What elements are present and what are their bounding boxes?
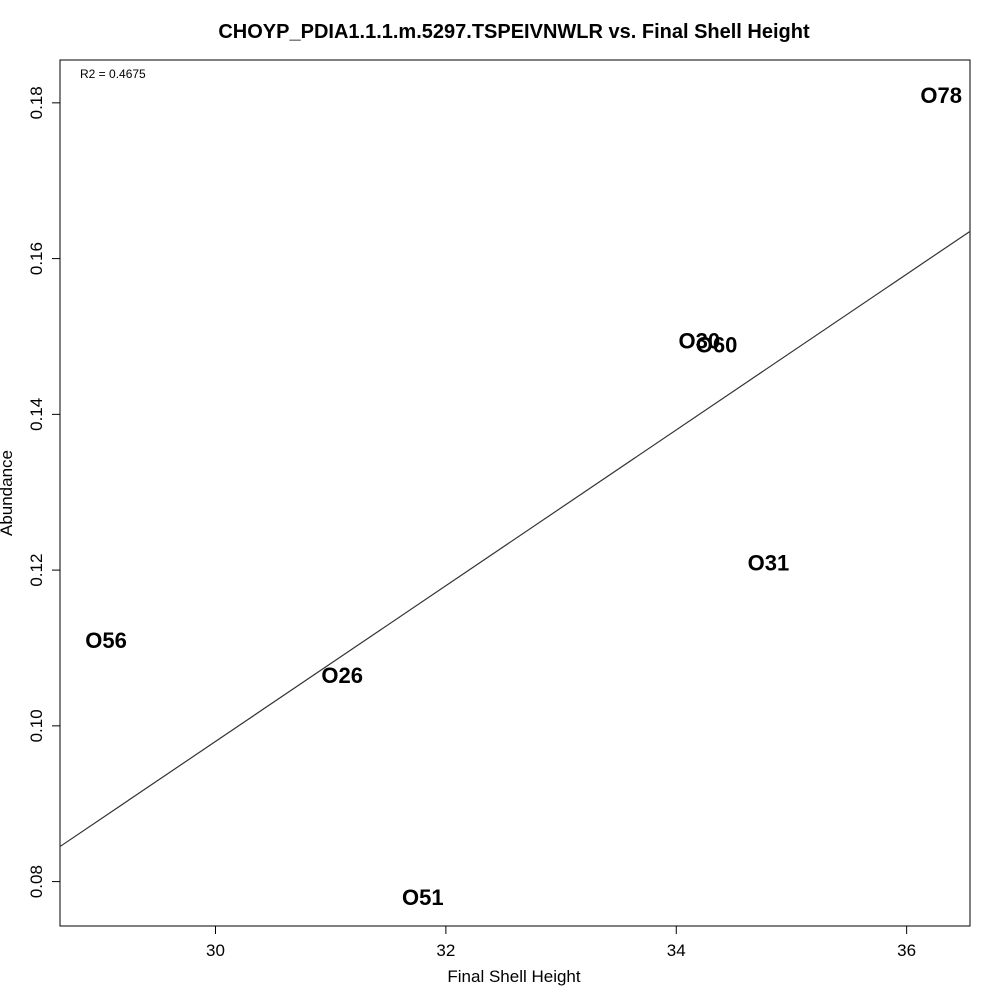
x-tick-label: 32 (436, 941, 455, 960)
point-label: O51 (402, 885, 444, 910)
r2-annotation: R2 = 0.4675 (80, 67, 146, 81)
y-tick-label: 0.12 (27, 554, 46, 587)
y-axis-ticks: 0.08 0.10 0.12 0.14 0.16 0.18 (27, 86, 60, 898)
x-tick-label: 34 (667, 941, 686, 960)
y-tick-label: 0.08 (27, 865, 46, 898)
x-axis-ticks: 30 32 34 36 (206, 926, 916, 960)
y-tick-label: 0.18 (27, 86, 46, 119)
point-label: O56 (85, 628, 127, 653)
x-tick-label: 36 (897, 941, 916, 960)
regression-line (59, 230, 971, 848)
y-tick-label: 0.10 (27, 709, 46, 742)
point-label: O60 (696, 332, 738, 357)
x-tick-label: 30 (206, 941, 225, 960)
y-tick-label: 0.14 (27, 398, 46, 431)
point-label: O78 (920, 83, 962, 108)
y-tick-label: 0.16 (27, 242, 46, 275)
x-axis-label: Final Shell Height (447, 967, 581, 986)
point-label: O31 (748, 550, 790, 575)
point-label: O30 (679, 328, 721, 353)
regression-line-layer (59, 230, 971, 848)
plot-frame (59, 59, 971, 927)
point-label: O26 (321, 663, 363, 688)
chart-title: CHOYP_PDIA1.1.1.m.5297.TSPEIVNWLR vs. Fi… (218, 21, 810, 43)
y-axis-label: Abundance (0, 450, 16, 536)
